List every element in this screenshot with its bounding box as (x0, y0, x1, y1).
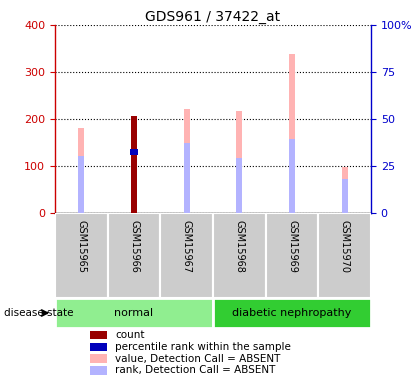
Text: diabetic nephropathy: diabetic nephropathy (232, 308, 352, 318)
Text: count: count (115, 330, 145, 340)
Text: GSM15970: GSM15970 (339, 220, 350, 273)
Bar (342, 179, 348, 213)
Bar (183, 142, 190, 213)
Bar (131, 152, 137, 213)
Title: GDS961 / 37422_at: GDS961 / 37422_at (145, 10, 281, 24)
Text: GSM15965: GSM15965 (76, 220, 86, 273)
Text: disease state: disease state (4, 308, 74, 318)
Text: GSM15968: GSM15968 (234, 220, 244, 273)
Bar (289, 54, 295, 213)
Bar (90, 343, 107, 351)
Bar (319, 213, 371, 298)
Text: GSM15969: GSM15969 (287, 220, 297, 273)
Bar (236, 111, 242, 213)
Text: GSM15967: GSM15967 (182, 220, 192, 273)
Text: percentile rank within the sample: percentile rank within the sample (115, 342, 291, 352)
Bar (236, 158, 242, 213)
Bar (55, 213, 108, 298)
Text: rank, Detection Call = ABSENT: rank, Detection Call = ABSENT (115, 365, 275, 375)
Bar (131, 116, 137, 213)
Bar (129, 149, 139, 155)
Bar (131, 116, 137, 213)
Text: normal: normal (114, 308, 154, 318)
Bar (160, 213, 213, 298)
Bar (213, 298, 371, 328)
Text: value, Detection Call = ABSENT: value, Detection Call = ABSENT (115, 354, 280, 363)
Bar (90, 331, 107, 339)
Text: GSM15966: GSM15966 (129, 220, 139, 273)
Bar (342, 167, 348, 213)
Bar (55, 298, 213, 328)
Bar (78, 156, 85, 213)
Bar (90, 354, 107, 363)
Bar (289, 139, 295, 213)
Bar (183, 109, 190, 213)
Bar (266, 213, 319, 298)
Bar (78, 128, 85, 213)
Bar (90, 366, 107, 375)
Bar (108, 213, 160, 298)
Bar (213, 213, 266, 298)
